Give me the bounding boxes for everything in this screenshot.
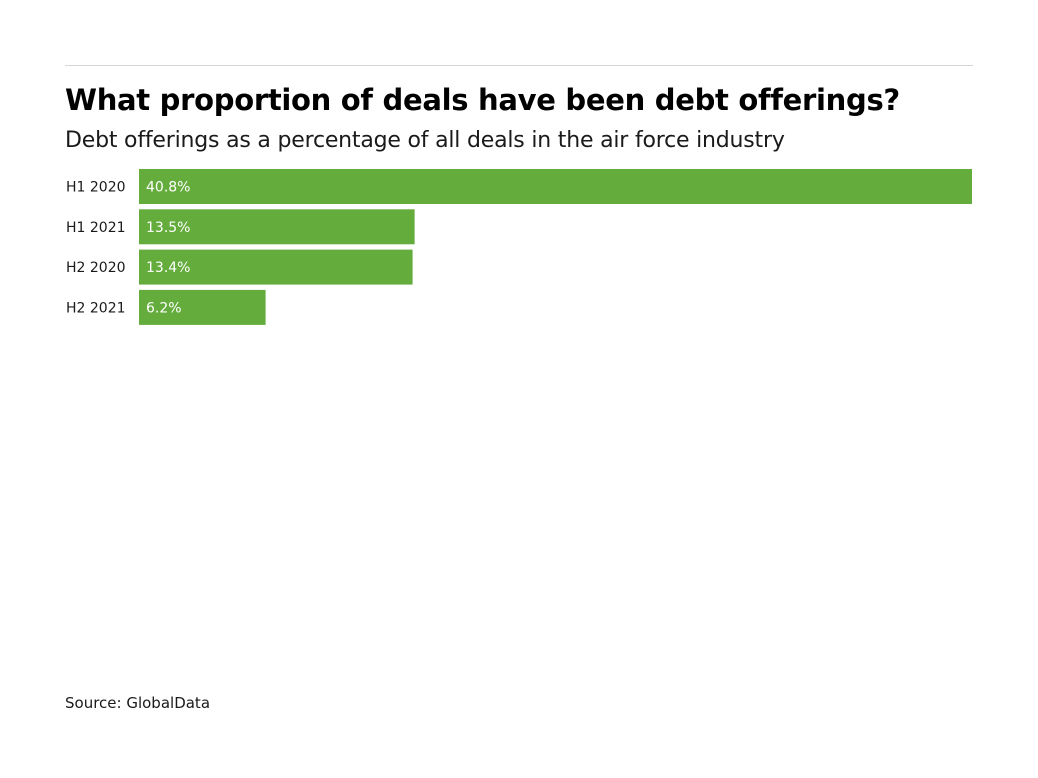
bar-h1-2020 (139, 169, 972, 204)
source-note: Source: GlobalData (65, 694, 211, 712)
top-divider (65, 65, 973, 66)
bar-h2-2021 (139, 289, 266, 325)
chart-subtitle: Debt offerings as a percentage of all de… (65, 128, 785, 153)
category-label-h2-2020: H2 2020 (66, 260, 126, 276)
value-label-h2-2021: 6.2% (146, 300, 182, 316)
category-label-h1-2020: H1 2020 (66, 180, 126, 196)
category-label-h2-2021: H2 2021 (66, 300, 126, 316)
bar-h1-2021 (139, 209, 415, 245)
value-label-h1-2020: 40.8% (146, 180, 190, 196)
value-label-h1-2021: 13.5% (146, 220, 190, 236)
bar-h2-2020 (139, 249, 413, 285)
chart-title: What proportion of deals have been debt … (65, 83, 900, 117)
category-label-h1-2021: H1 2021 (66, 220, 126, 236)
value-label-h2-2020: 13.4% (146, 260, 190, 276)
